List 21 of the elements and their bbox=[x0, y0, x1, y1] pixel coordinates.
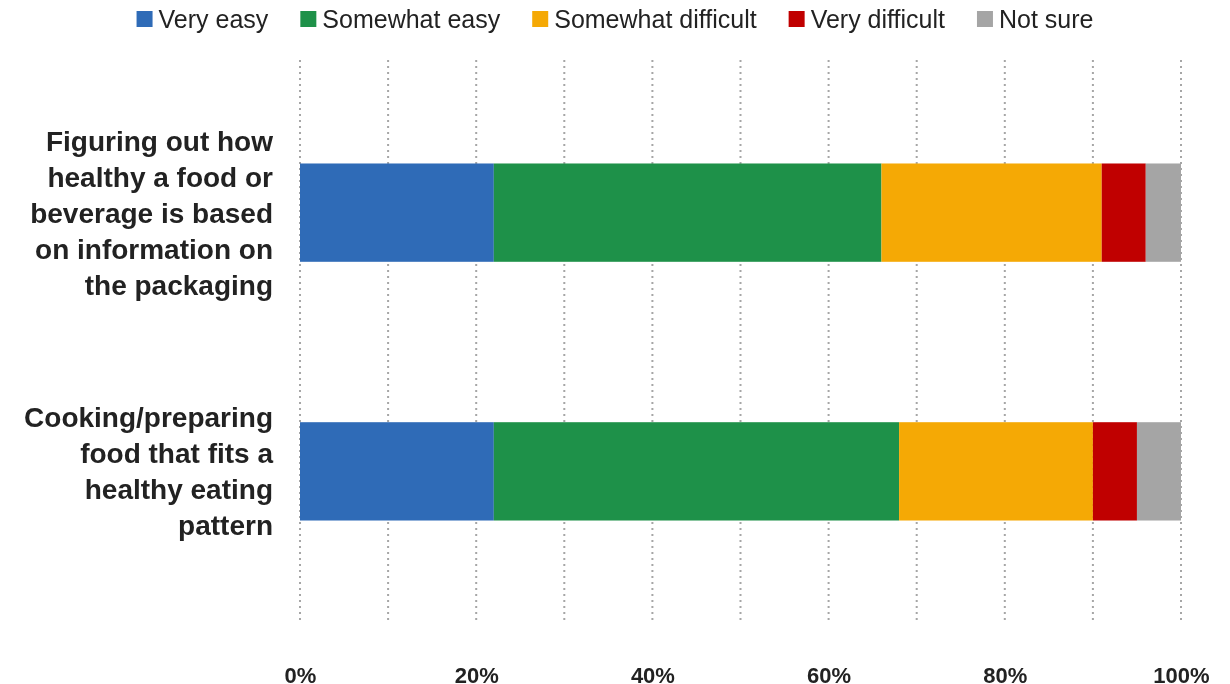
bar bbox=[493, 163, 882, 262]
bar bbox=[1092, 422, 1137, 521]
x-tick-label: 60% bbox=[807, 662, 852, 684]
bar bbox=[300, 422, 494, 521]
bar bbox=[300, 163, 494, 262]
legend-label: Somewhat difficult bbox=[554, 5, 757, 33]
x-tick-label: 0% bbox=[284, 662, 317, 684]
legend-label: Very difficult bbox=[810, 5, 946, 33]
x-tick-label: 20% bbox=[454, 662, 499, 684]
x-tick-label: 80% bbox=[983, 662, 1028, 684]
legend-label: Very easy bbox=[158, 5, 269, 33]
x-tick-label: 40% bbox=[630, 662, 675, 684]
y-tick-label: Figuring out how healthy a food or beverage is based on information on the packaging bbox=[30, 125, 274, 301]
bar bbox=[881, 163, 1102, 262]
legend-label: Somewhat easy bbox=[322, 5, 501, 33]
x-tick-label: 100% bbox=[1153, 662, 1210, 684]
y-tick-label: Cooking/preparing food that fits a healthy eating pattern bbox=[24, 402, 274, 542]
bar bbox=[493, 422, 900, 521]
bar bbox=[1101, 163, 1146, 262]
legend-label: Not sure bbox=[998, 5, 1094, 33]
bar bbox=[899, 422, 1093, 521]
